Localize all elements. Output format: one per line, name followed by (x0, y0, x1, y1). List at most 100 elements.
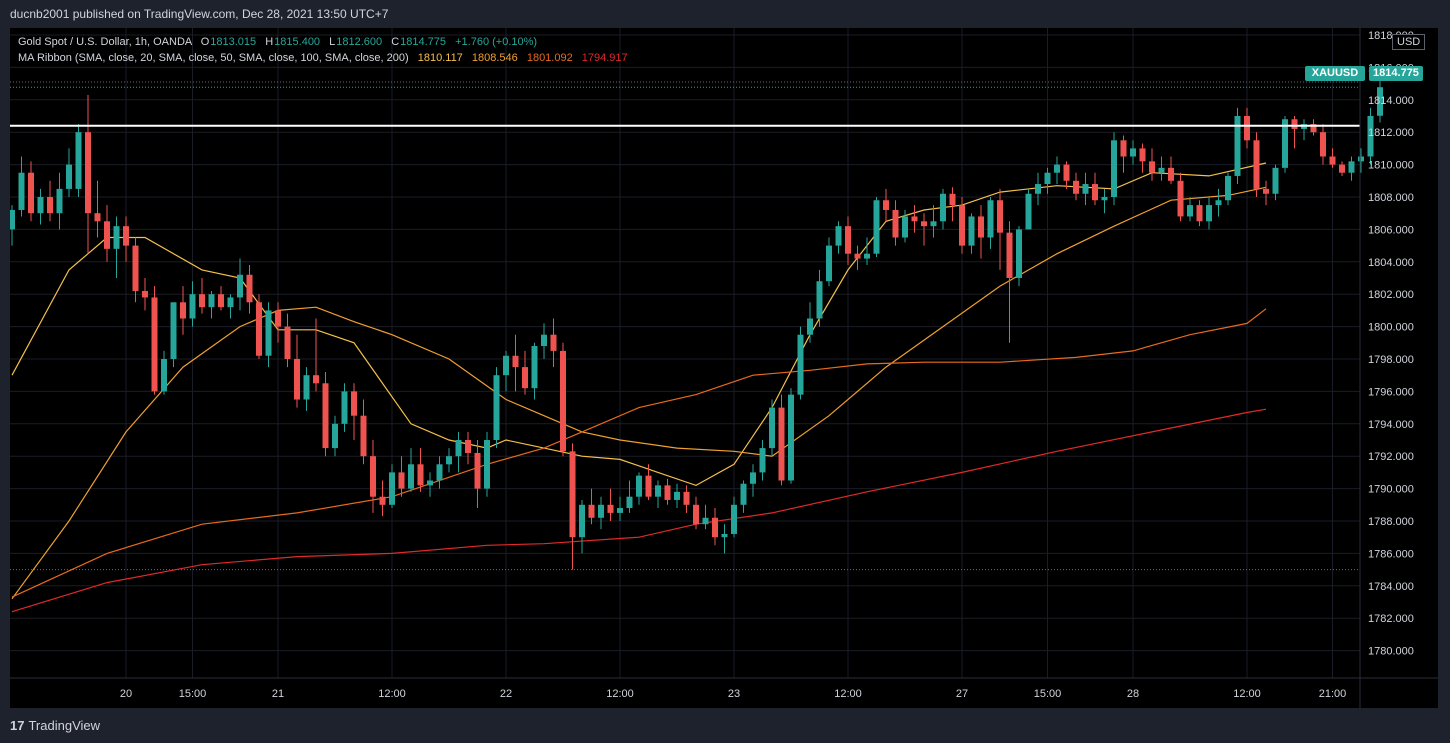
legend-ma20-value: 1810.117 (417, 52, 463, 64)
candle (389, 464, 395, 509)
candle-body (427, 480, 433, 486)
candle-body (237, 274, 243, 298)
candle (503, 350, 509, 392)
legend-ma-row: MA Ribbon (SMA, close, 20, SMA, close, 5… (18, 50, 628, 66)
candle-body (930, 221, 937, 227)
price-tag-value: 1814.775 (1369, 66, 1423, 81)
candle (683, 485, 690, 513)
candle (237, 258, 243, 311)
candle-body (997, 200, 1003, 233)
candle (645, 464, 652, 500)
candle-body (1101, 197, 1108, 201)
candle (550, 318, 557, 368)
candle-body (28, 172, 34, 214)
candle (189, 281, 196, 327)
price-axis-label: 1792.000 (1368, 451, 1414, 463)
candle (1035, 172, 1041, 206)
candle (227, 294, 234, 319)
price-axis-label: 1804.000 (1368, 257, 1414, 269)
legend-low-value: 1812.600 (336, 36, 383, 48)
candle-body (1234, 116, 1241, 176)
legend-open-value: 1813.015 (210, 36, 257, 48)
candle (1101, 188, 1108, 214)
tradingview-brand: TradingView (28, 718, 101, 733)
candle (1025, 188, 1032, 230)
candle (911, 205, 918, 233)
candle (826, 237, 832, 287)
candle (598, 496, 604, 530)
candle-body (66, 164, 72, 189)
candle-body (731, 504, 737, 534)
candle-body (503, 355, 509, 376)
currency-button[interactable]: USD (1392, 34, 1426, 50)
candle (750, 464, 756, 497)
candle (218, 286, 224, 311)
legend-high-label: H (265, 36, 274, 48)
candle-body (218, 294, 224, 308)
candle (607, 488, 614, 521)
candle-body (1377, 87, 1383, 116)
price-axis-label: 1812.000 (1368, 127, 1414, 139)
candle (1253, 132, 1260, 197)
candle (379, 480, 386, 517)
candle (655, 480, 661, 509)
time-axis-label: 12:00 (1233, 688, 1261, 700)
candle (275, 302, 281, 343)
candle-body (360, 415, 367, 457)
candle (788, 388, 794, 484)
candlestick-chart[interactable]: 1780.000 1782.000 1784.000 1786.000 1788.000… (10, 28, 1438, 708)
candle (522, 350, 528, 395)
candle-body (807, 318, 813, 335)
price-axis-label: 1790.000 (1368, 484, 1414, 496)
candle-body (408, 464, 414, 489)
time-axis-label: 12:00 (606, 688, 634, 700)
candle-body (522, 367, 528, 389)
tradingview-logo[interactable]: 17 TradingView (10, 718, 100, 733)
candle (569, 443, 576, 570)
candle (1044, 167, 1051, 194)
candle (1367, 107, 1374, 165)
candle (1149, 148, 1155, 181)
candle-body (132, 245, 139, 291)
top-bar: ducnb2001 published on TradingView.com, … (0, 0, 1450, 28)
candle-body (759, 448, 766, 473)
legend-close-value: 1814.775 (400, 36, 447, 48)
candle-body (313, 375, 319, 384)
candle (1310, 119, 1317, 136)
candle (1320, 124, 1326, 165)
price-axis-label: 1810.000 (1368, 160, 1414, 172)
candle-body (883, 200, 889, 210)
candle (1291, 116, 1298, 149)
candle-body (693, 504, 699, 525)
candle (1120, 135, 1127, 173)
candle (778, 394, 785, 486)
candle (75, 124, 82, 197)
candle-body (968, 216, 975, 246)
legend-ma100-value: 1801.092 (526, 52, 573, 64)
candle (1168, 156, 1174, 185)
candle (883, 188, 889, 222)
ma-200-line (11, 408, 1267, 613)
candle (341, 383, 348, 432)
candle-body (493, 375, 500, 440)
candle-body (864, 253, 870, 259)
candle (921, 213, 927, 246)
publish-line: ducnb2001 published on TradingView.com, … (10, 7, 389, 21)
chart-frame[interactable]: 1780.000 1782.000 1784.000 1786.000 1788.000… (10, 28, 1438, 708)
legend-symbol: Gold Spot / U.S. Dollar, 1h, OANDA (18, 36, 192, 48)
candle (541, 323, 547, 359)
price-axis-label: 1786.000 (1368, 548, 1414, 560)
candle-body (161, 359, 167, 392)
candle-body (626, 496, 633, 509)
candle-body (683, 491, 690, 505)
candle (1196, 200, 1203, 227)
candle (959, 197, 965, 254)
candle-body (712, 517, 718, 538)
candle-body (1035, 184, 1041, 194)
time-axis-label: 12:00 (834, 688, 862, 700)
candle (484, 431, 490, 497)
candle (1082, 172, 1089, 206)
candle-body (341, 391, 348, 424)
candle (104, 205, 110, 262)
candle-body (75, 132, 82, 189)
